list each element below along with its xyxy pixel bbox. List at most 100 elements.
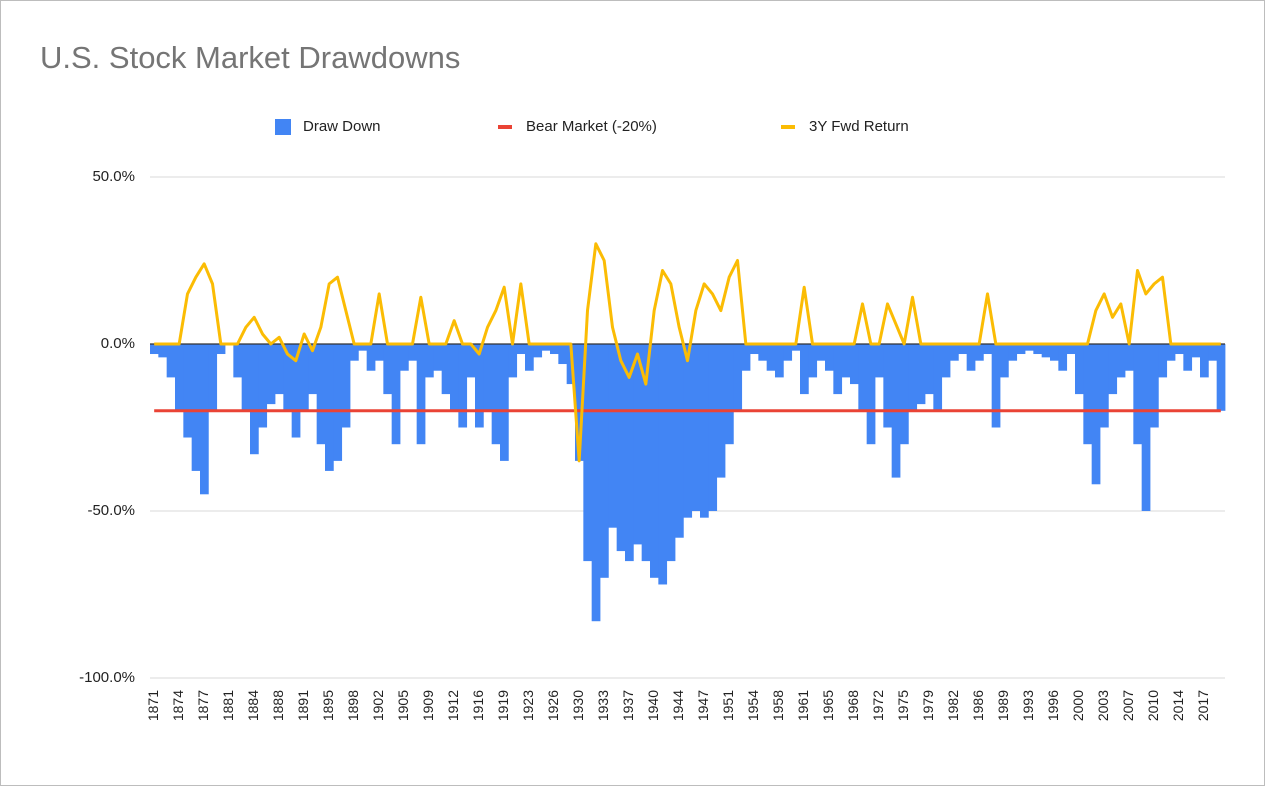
- chart-title: U.S. Stock Market Drawdowns: [40, 40, 460, 75]
- bar: [950, 344, 959, 361]
- x-tick-label: 1909: [420, 690, 436, 721]
- x-tick-label: 1996: [1045, 690, 1061, 721]
- bar: [516, 344, 526, 355]
- bar: [425, 344, 434, 378]
- x-tick-label: 1937: [620, 690, 636, 721]
- bar: [966, 344, 976, 371]
- bar: [1033, 344, 1043, 355]
- bar: [1158, 344, 1168, 378]
- bar: [541, 344, 551, 351]
- bar: [175, 344, 184, 411]
- bar: [1216, 344, 1226, 411]
- bar: [191, 344, 201, 471]
- bar: [625, 344, 634, 562]
- x-tick-label: 1905: [395, 690, 411, 721]
- bar: [291, 344, 301, 438]
- bar: [741, 344, 751, 371]
- bar: [641, 344, 651, 562]
- legend-label: Bear Market (-20%): [526, 118, 657, 135]
- bar: [1116, 344, 1126, 378]
- x-tick-label: 1888: [270, 690, 286, 721]
- bar: [316, 344, 326, 445]
- bar: [941, 344, 951, 378]
- x-tick-label: 1944: [670, 690, 686, 721]
- bar: [691, 344, 701, 511]
- bar: [583, 344, 593, 562]
- bar: [1050, 344, 1059, 361]
- bar: [208, 344, 218, 411]
- bar: [775, 344, 784, 378]
- bar: [608, 344, 618, 528]
- bar: [1000, 344, 1009, 378]
- x-tick-label: 1965: [820, 690, 836, 721]
- bar: [1058, 344, 1068, 371]
- bar: [575, 344, 584, 461]
- bar: [933, 344, 943, 411]
- x-tick-label: 2003: [1095, 690, 1111, 721]
- bar: [675, 344, 684, 538]
- x-tick-label: 1993: [1020, 690, 1036, 721]
- x-tick-label: 1902: [370, 690, 386, 721]
- x-tick-label: 1871: [145, 690, 161, 721]
- x-tick-label: 2014: [1170, 690, 1186, 721]
- bar: [1141, 344, 1151, 511]
- bar: [991, 344, 1001, 428]
- bar: [458, 344, 468, 428]
- bar: [491, 344, 501, 445]
- bar: [600, 344, 609, 578]
- legend-swatch: [275, 119, 291, 135]
- bar: [366, 344, 376, 371]
- x-tick-label: 1919: [495, 690, 511, 721]
- x-tick-label: 1898: [345, 690, 361, 721]
- bar: [1183, 344, 1193, 371]
- x-tick-label: 1954: [745, 690, 761, 721]
- bar: [483, 344, 493, 411]
- x-tick-label: 1916: [470, 690, 486, 721]
- bar: [475, 344, 484, 428]
- x-tick-label: 1930: [570, 690, 586, 721]
- bar: [258, 344, 268, 428]
- legend-label: 3Y Fwd Return: [809, 118, 909, 135]
- bar: [925, 344, 934, 395]
- x-tick-label: 1926: [545, 690, 561, 721]
- bar: [1133, 344, 1143, 445]
- bar: [216, 344, 226, 355]
- bar: [875, 344, 884, 378]
- x-tick-label: 1982: [945, 690, 961, 721]
- bar: [733, 344, 743, 411]
- bar: [233, 344, 243, 378]
- bar: [1166, 344, 1176, 361]
- bar: [708, 344, 718, 511]
- y-tick-label: -50.0%: [87, 502, 135, 519]
- bar: [850, 344, 859, 385]
- bar: [550, 344, 559, 355]
- bar: [908, 344, 918, 411]
- bar: [616, 344, 626, 552]
- x-tick-label: 1979: [920, 690, 936, 721]
- bar: [416, 344, 426, 445]
- x-tick-label: 1874: [170, 690, 186, 721]
- bar: [725, 344, 734, 445]
- bar: [800, 344, 809, 395]
- bar: [858, 344, 868, 411]
- bar: [1008, 344, 1018, 361]
- bar: [766, 344, 776, 371]
- bar: [700, 344, 709, 518]
- y-tick-label: 50.0%: [92, 168, 135, 185]
- bar: [441, 344, 451, 395]
- x-tick-label: 2007: [1120, 690, 1136, 721]
- bar: [166, 344, 176, 378]
- bar: [466, 344, 476, 378]
- line-series: [154, 242, 1221, 463]
- bar: [150, 344, 159, 355]
- x-tick-label: 1895: [320, 690, 336, 721]
- x-tick-label: 1968: [845, 690, 861, 721]
- x-tick-label: 1958: [770, 690, 786, 721]
- bar: [683, 344, 693, 518]
- bar: [383, 344, 393, 395]
- bar: [841, 344, 851, 378]
- bar: [650, 344, 659, 578]
- x-tick-label: 1975: [895, 690, 911, 721]
- bar: [200, 344, 209, 495]
- bar: [408, 344, 418, 361]
